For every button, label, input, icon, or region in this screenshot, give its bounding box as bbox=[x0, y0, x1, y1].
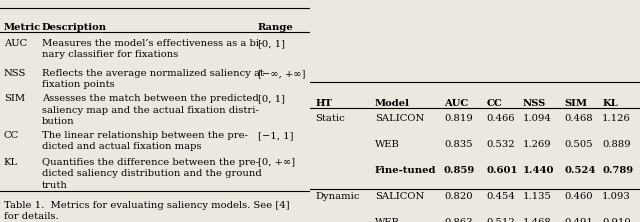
Text: 1.126: 1.126 bbox=[602, 114, 631, 123]
Text: [−1, 1]: [−1, 1] bbox=[258, 131, 293, 140]
Text: Measures the model’s effectiveness as a bi-
nary classifier for fixations: Measures the model’s effectiveness as a … bbox=[42, 39, 262, 59]
Text: CC: CC bbox=[487, 99, 502, 108]
Text: Range: Range bbox=[258, 23, 293, 32]
Text: CC: CC bbox=[4, 131, 19, 140]
Text: 0.466: 0.466 bbox=[487, 114, 515, 123]
Text: 0.460: 0.460 bbox=[564, 192, 593, 201]
Text: Quantifies the difference between the pre-
dicted saliency distribution and the : Quantifies the difference between the pr… bbox=[42, 158, 262, 190]
Text: 1.440: 1.440 bbox=[523, 166, 554, 175]
Text: 0.910: 0.910 bbox=[602, 218, 631, 222]
Text: 0.819: 0.819 bbox=[444, 114, 472, 123]
Text: 0.524: 0.524 bbox=[564, 166, 596, 175]
Text: WEB: WEB bbox=[374, 140, 399, 149]
Text: 0.601: 0.601 bbox=[487, 166, 518, 175]
Text: HT: HT bbox=[316, 99, 332, 108]
Text: Dynamic: Dynamic bbox=[316, 192, 360, 201]
Text: Fine-tuned: Fine-tuned bbox=[374, 166, 436, 175]
Text: The linear relationship between the pre-
dicted and actual fixation maps: The linear relationship between the pre-… bbox=[42, 131, 248, 151]
Text: NSS: NSS bbox=[523, 99, 547, 108]
Text: Static: Static bbox=[316, 114, 345, 123]
Text: 0.491: 0.491 bbox=[564, 218, 593, 222]
Text: 1.468: 1.468 bbox=[523, 218, 552, 222]
Text: [0, 1]: [0, 1] bbox=[258, 94, 285, 103]
Text: 0.454: 0.454 bbox=[487, 192, 516, 201]
Text: WEB: WEB bbox=[374, 218, 399, 222]
Text: SIM: SIM bbox=[4, 94, 25, 103]
Text: [−∞, +∞]: [−∞, +∞] bbox=[258, 69, 305, 78]
Text: 1.135: 1.135 bbox=[523, 192, 552, 201]
Text: 1.093: 1.093 bbox=[602, 192, 631, 201]
Text: 0.468: 0.468 bbox=[564, 114, 593, 123]
Text: KL: KL bbox=[4, 158, 18, 167]
Text: 0.859: 0.859 bbox=[444, 166, 475, 175]
Text: KL: KL bbox=[602, 99, 618, 108]
Text: SALICON: SALICON bbox=[374, 192, 424, 201]
Text: AUC: AUC bbox=[4, 39, 27, 48]
Text: 0.863: 0.863 bbox=[444, 218, 472, 222]
Text: [0, 1]: [0, 1] bbox=[258, 39, 285, 48]
Text: SALICON: SALICON bbox=[374, 114, 424, 123]
Text: Assesses the match between the predicted
saliency map and the actual fixation di: Assesses the match between the predicted… bbox=[42, 94, 259, 126]
Text: 1.269: 1.269 bbox=[523, 140, 552, 149]
Text: SIM: SIM bbox=[564, 99, 587, 108]
Text: 0.835: 0.835 bbox=[444, 140, 472, 149]
Text: [0, +∞]: [0, +∞] bbox=[258, 158, 295, 167]
Text: Metric: Metric bbox=[4, 23, 41, 32]
Text: Reflects the average normalized saliency at
fixation points: Reflects the average normalized saliency… bbox=[42, 69, 264, 89]
Text: 0.889: 0.889 bbox=[602, 140, 631, 149]
Text: Table 1.  Metrics for evaluating saliency models. See [4]
for details.: Table 1. Metrics for evaluating saliency… bbox=[4, 201, 289, 221]
Text: 0.512: 0.512 bbox=[487, 218, 515, 222]
Text: Description: Description bbox=[42, 23, 107, 32]
Text: 0.789: 0.789 bbox=[602, 166, 633, 175]
Text: NSS: NSS bbox=[4, 69, 26, 78]
Text: 0.532: 0.532 bbox=[487, 140, 515, 149]
Text: 0.820: 0.820 bbox=[444, 192, 472, 201]
Text: Model: Model bbox=[374, 99, 410, 108]
Text: 1.094: 1.094 bbox=[523, 114, 552, 123]
Text: AUC: AUC bbox=[444, 99, 468, 108]
Text: 0.505: 0.505 bbox=[564, 140, 593, 149]
